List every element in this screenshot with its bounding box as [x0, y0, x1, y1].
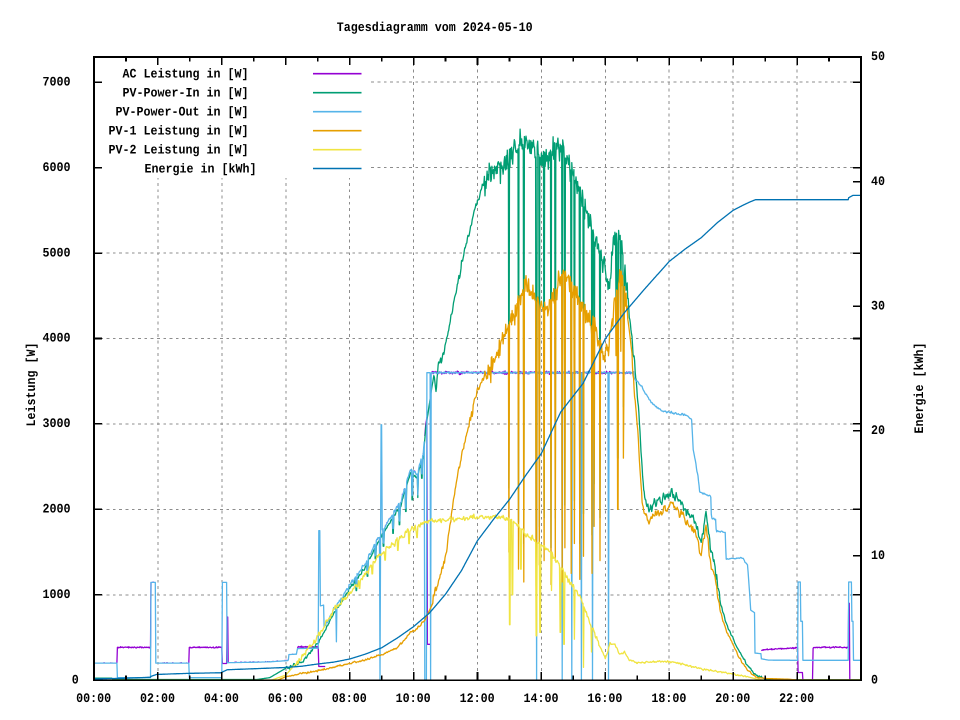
svg-text:PV-2 Leistung in [W]: PV-2 Leistung in [W] — [109, 143, 249, 158]
svg-text:10:00: 10:00 — [396, 691, 431, 706]
svg-text:Energie in [kWh]: Energie in [kWh] — [145, 162, 257, 177]
svg-text:1000: 1000 — [43, 587, 71, 602]
svg-text:Tagesdiagramm vom 2024-05-10: Tagesdiagramm vom 2024-05-10 — [337, 20, 533, 35]
svg-text:20:00: 20:00 — [715, 691, 750, 706]
svg-text:10: 10 — [871, 548, 885, 563]
svg-text:00:00: 00:00 — [76, 691, 111, 706]
svg-text:PV-1 Leistung in [W]: PV-1 Leistung in [W] — [109, 124, 249, 139]
svg-text:PV-Power-Out in [W]: PV-Power-Out in [W] — [116, 105, 249, 120]
svg-text:Energie [kWh]: Energie [kWh] — [912, 343, 927, 434]
svg-text:6000: 6000 — [43, 160, 71, 175]
svg-text:3000: 3000 — [43, 416, 71, 431]
svg-text:40: 40 — [871, 174, 885, 189]
svg-text:PV-Power-In in [W]: PV-Power-In in [W] — [123, 86, 249, 101]
svg-text:0: 0 — [72, 672, 79, 687]
svg-text:4000: 4000 — [43, 331, 71, 346]
svg-text:22:00: 22:00 — [779, 691, 814, 706]
svg-text:2000: 2000 — [43, 502, 71, 517]
svg-text:50: 50 — [871, 49, 885, 64]
svg-text:14:00: 14:00 — [524, 691, 559, 706]
svg-text:08:00: 08:00 — [332, 691, 367, 706]
svg-text:06:00: 06:00 — [268, 691, 303, 706]
svg-text:5000: 5000 — [43, 245, 71, 260]
svg-text:7000: 7000 — [43, 74, 71, 89]
svg-text:Leistung [W]: Leistung [W] — [24, 343, 39, 427]
svg-text:18:00: 18:00 — [651, 691, 686, 706]
svg-text:16:00: 16:00 — [587, 691, 622, 706]
svg-text:02:00: 02:00 — [140, 691, 175, 706]
svg-text:30: 30 — [871, 298, 885, 313]
svg-text:04:00: 04:00 — [204, 691, 239, 706]
svg-text:0: 0 — [871, 672, 878, 687]
svg-text:12:00: 12:00 — [460, 691, 495, 706]
svg-text:20: 20 — [871, 423, 885, 438]
svg-text:AC Leistung in [W]: AC Leistung in [W] — [123, 67, 249, 82]
